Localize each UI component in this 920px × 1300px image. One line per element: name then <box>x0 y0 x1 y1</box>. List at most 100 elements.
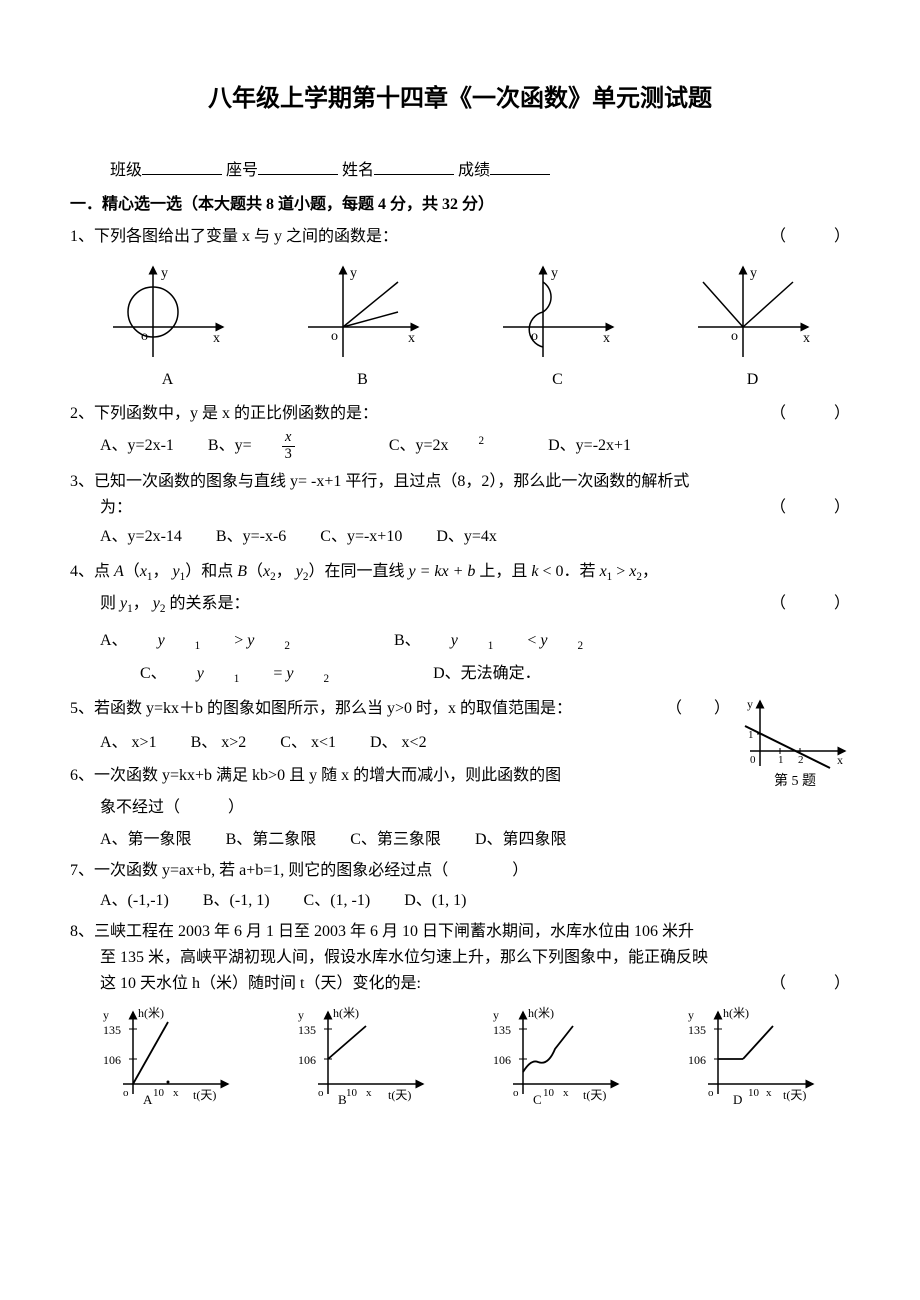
q8-figure-a: y h(米) 135 106 o 10 x t(天) A <box>93 1004 243 1104</box>
svg-text:y: y <box>298 1008 304 1022</box>
q6-opt-a: A、第一象限 <box>100 827 192 853</box>
q8-figure-c: y h(米) 135 106 o 10 x t(天) C <box>483 1004 633 1104</box>
svg-text:x: x <box>408 331 415 346</box>
svg-text:10: 10 <box>346 1087 358 1099</box>
svg-text:y: y <box>493 1008 499 1022</box>
svg-text:o: o <box>331 329 338 344</box>
q8-figures: y h(米) 135 106 o 10 x t(天) A y h(米) 13 <box>70 1004 850 1104</box>
q3-opt-a: A、y=2x-14 <box>100 524 182 550</box>
svg-text:x: x <box>366 1087 372 1099</box>
q1-paren: （ ） <box>770 224 850 250</box>
q3-opt-b: B、y=-x-6 <box>216 524 286 550</box>
svg-text:o: o <box>731 329 738 344</box>
q1-figure-b: y x o <box>298 257 428 367</box>
svg-text:h(米): h(米) <box>138 1006 164 1020</box>
q1-label-d: D <box>688 367 818 393</box>
svg-text:y: y <box>551 266 558 281</box>
q6-line2: 象不经过（ ） <box>70 795 730 821</box>
q4-paren: （ ） <box>770 588 850 621</box>
q3-opt-d: D、y=4x <box>436 524 497 550</box>
q5-opt-d: D、 x<2 <box>370 730 427 756</box>
svg-text:x: x <box>173 1087 179 1099</box>
q2-opt-b: B、y=x3 <box>208 430 355 463</box>
question-6: 6、一次函数 y=kx+b 满足 kb>0 且 y 随 x 的增大而减小，则此函… <box>70 763 850 852</box>
svg-text:x: x <box>803 331 810 346</box>
q7-text: 7、一次函数 y=ax+b, 若 a+b=1, 则它的图象必经过点（ ） <box>70 858 850 884</box>
q5-opt-a: A、 x>1 <box>100 730 157 756</box>
q2-text: 2、下列函数中，y 是 x 的正比例函数的是： <box>70 401 378 427</box>
svg-text:o: o <box>513 1087 519 1099</box>
q3-paren: （ ） <box>770 495 850 521</box>
q6-opt-d: D、第四象限 <box>475 827 567 853</box>
question-5: 5、若函数 y=kx＋b 的图象如图所示，那么当 y>0 时，x 的取值范围是：… <box>70 696 850 755</box>
question-4: 4、点 A（x1， y1）和点 B（x2， y2）在同一直线 y = kx + … <box>70 556 850 690</box>
score-label: 成绩 <box>458 162 490 179</box>
section-1-title: 一．精心选一选（本大题共 8 道小题，每题 4 分，共 32 分） <box>70 192 850 218</box>
q7-opt-a: A、(-1,-1) <box>100 888 169 914</box>
q7-opt-b: B、(-1, 1) <box>203 888 270 914</box>
q1-text: 1、下列各图给出了变量 x 与 y 之间的函数是： <box>70 224 398 250</box>
svg-text:135: 135 <box>493 1023 511 1037</box>
q4-opt-c: C、y1 = y2 <box>140 658 359 691</box>
svg-text:t(天): t(天) <box>388 1088 411 1102</box>
q8-line3: 这 10 天水位 h（米）随时间 t（天）变化的是: <box>100 971 421 997</box>
q3-line2: 为： <box>100 495 132 521</box>
svg-text:h(米): h(米) <box>723 1006 749 1020</box>
svg-text:x: x <box>213 331 220 346</box>
svg-text:y: y <box>688 1008 694 1022</box>
question-2: 2、下列函数中，y 是 x 的正比例函数的是： （ ） A、y=2x-1 B、y… <box>70 401 850 463</box>
svg-text:10: 10 <box>748 1087 760 1099</box>
svg-text:o: o <box>531 329 538 344</box>
student-info-line: 班级 座号 姓名 成绩 <box>70 158 850 184</box>
score-blank <box>490 159 550 175</box>
q1-label-b: B <box>298 367 428 393</box>
q2-paren: （ ） <box>770 401 850 427</box>
svg-text:B: B <box>338 1092 347 1104</box>
q1-label-c: C <box>493 367 623 393</box>
q5-opt-c: C、 x<1 <box>280 730 336 756</box>
q6-opt-b: B、第二象限 <box>226 827 317 853</box>
q5-paren: （ ） <box>666 696 730 722</box>
svg-text:t(天): t(天) <box>193 1088 216 1102</box>
q5-opt-b: B、 x>2 <box>191 730 247 756</box>
question-8: 8、三峡工程在 2003 年 6 月 1 日至 2003 年 6 月 10 日下… <box>70 919 850 1104</box>
svg-text:A: A <box>143 1092 153 1104</box>
svg-text:y: y <box>750 266 757 281</box>
q8-line1: 8、三峡工程在 2003 年 6 月 1 日至 2003 年 6 月 10 日下… <box>70 919 850 945</box>
svg-text:o: o <box>123 1087 129 1099</box>
q7-opt-c: C、(1, -1) <box>304 888 371 914</box>
q5-q6-block: y x 0 1 2 1 第 5 题 5、若函数 y=kx＋b 的图象如图所示，那… <box>70 696 850 852</box>
q4-opt-d: D、无法确定． <box>433 658 541 690</box>
seat-blank <box>258 159 338 175</box>
q4-line1: 4、点 A（x1， y1）和点 B（x2， y2）在同一直线 y = kx + … <box>70 556 850 589</box>
svg-text:t(天): t(天) <box>583 1088 606 1102</box>
svg-text:h(米): h(米) <box>333 1006 359 1020</box>
question-3: 3、已知一次函数的图象与直线 y= -x+1 平行，且过点（8，2），那么此一次… <box>70 469 850 550</box>
svg-text:135: 135 <box>103 1023 121 1037</box>
q4-opt-b: B、y1 < y2 <box>394 625 613 658</box>
q6-line1: 6、一次函数 y=kx+b 满足 kb>0 且 y 随 x 的增大而减小，则此函… <box>70 763 730 789</box>
q8-figure-b: y h(米) 135 106 o 10 x t(天) B <box>288 1004 438 1104</box>
q8-line2: 至 135 米，高峡平湖初现人间，假设水库水位匀速上升，那么下列图象中，能正确反… <box>70 945 850 971</box>
q7-opt-d: D、(1, 1) <box>404 888 466 914</box>
svg-text:10: 10 <box>153 1087 165 1099</box>
q1-label-a: A <box>103 367 233 393</box>
svg-text:x: x <box>766 1087 772 1099</box>
q2-opt-d: D、y=-2x+1 <box>548 433 631 459</box>
q5-text: 5、若函数 y=kx＋b 的图象如图所示，那么当 y>0 时，x 的取值范围是： <box>70 696 572 722</box>
svg-text:x: x <box>563 1087 569 1099</box>
svg-text:106: 106 <box>688 1053 706 1067</box>
svg-text:y: y <box>161 266 168 281</box>
q8-figure-d: y h(米) 135 106 o 10 x t(天) D <box>678 1004 828 1104</box>
q3-line1: 3、已知一次函数的图象与直线 y= -x+1 平行，且过点（8，2），那么此一次… <box>70 469 850 495</box>
svg-text:D: D <box>733 1092 742 1104</box>
svg-text:135: 135 <box>688 1023 706 1037</box>
svg-text:h(米): h(米) <box>528 1006 554 1020</box>
svg-text:135: 135 <box>298 1023 316 1037</box>
svg-text:o: o <box>141 329 148 344</box>
q1-figure-c: y x o <box>493 257 623 367</box>
q4-opt-a: A、y1 > y2 <box>100 625 320 658</box>
q1-figures: y x o A y x o B <box>70 257 850 393</box>
svg-text:y: y <box>103 1008 109 1022</box>
page-title: 八年级上学期第十四章《一次函数》单元测试题 <box>70 80 850 118</box>
